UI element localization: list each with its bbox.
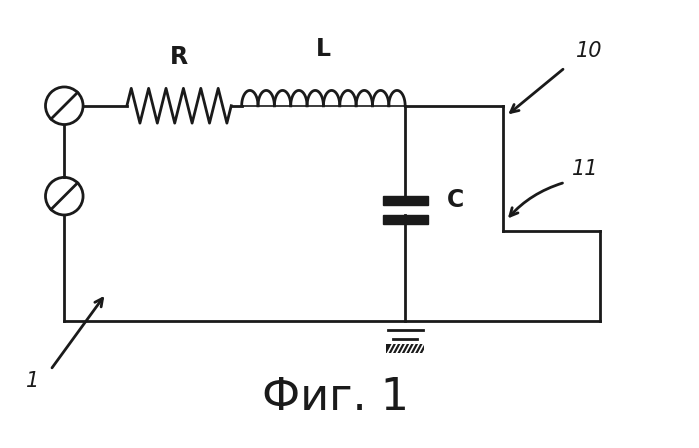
Text: Фиг. 1: Фиг. 1: [262, 376, 409, 419]
Text: 11: 11: [572, 159, 598, 179]
Text: R: R: [170, 45, 188, 69]
Text: L: L: [316, 37, 331, 60]
Bar: [382, 196, 428, 205]
Text: 10: 10: [575, 41, 602, 61]
Bar: [386, 345, 424, 353]
Bar: [382, 215, 428, 224]
Text: C: C: [447, 188, 464, 211]
Text: 1: 1: [27, 371, 40, 392]
